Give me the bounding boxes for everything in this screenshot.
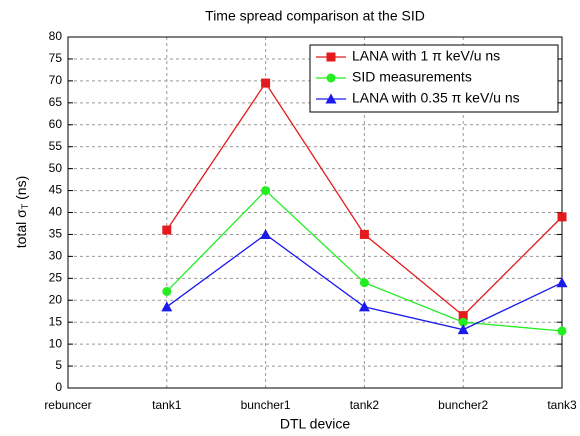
data-point: [261, 78, 271, 88]
data-point: [261, 186, 271, 196]
x-axis-label: DTL device: [280, 416, 351, 432]
y-tick-label: 10: [49, 336, 63, 350]
y-axis-label: total σT (ns): [13, 176, 31, 249]
y-tick-label: 50: [49, 161, 63, 175]
data-point: [162, 225, 172, 235]
x-tick-label: buncher1: [241, 398, 291, 412]
x-tick-label: tank2: [350, 398, 380, 412]
x-tick-label: rebuncer: [44, 398, 91, 412]
data-point: [161, 301, 173, 312]
data-point: [358, 301, 370, 312]
data-point: [359, 278, 369, 288]
data-point: [557, 326, 567, 336]
y-tick-label: 40: [49, 205, 63, 219]
x-tick-label: tank3: [547, 398, 577, 412]
legend-label: SID measurements: [352, 69, 472, 85]
y-tick-label: 45: [49, 183, 63, 197]
x-tick-label: tank1: [152, 398, 182, 412]
data-point: [556, 277, 568, 288]
legend-label: LANA with 1 π keV/u ns: [352, 48, 500, 64]
y-tick-label: 70: [49, 73, 63, 87]
legend-box: [309, 44, 559, 113]
data-point: [458, 317, 468, 327]
y-tick-label: 20: [49, 292, 63, 306]
legend-marker: [325, 93, 337, 104]
y-tick-label: 75: [49, 51, 63, 65]
y-axis-label-part: total σ: [13, 209, 29, 248]
y-tick-label: 30: [49, 249, 63, 263]
y-tick-label: 55: [49, 139, 63, 153]
data-point: [359, 229, 369, 239]
y-tick-label: 35: [49, 227, 63, 241]
y-tick-label: 5: [55, 358, 62, 372]
y-tick-label: 60: [49, 117, 63, 131]
data-point: [458, 311, 468, 321]
legend-marker: [326, 52, 336, 62]
y-tick-label: 0: [55, 380, 62, 394]
x-tick-label: buncher2: [438, 398, 488, 412]
chart-title: Time spread comparison at the SID: [205, 8, 425, 24]
data-point: [260, 228, 272, 239]
y-tick-label: 25: [49, 270, 63, 284]
legend-marker: [326, 73, 336, 83]
y-tick-label: 65: [49, 95, 63, 109]
data-point: [557, 212, 567, 222]
data-point: [457, 324, 469, 335]
y-tick-label: 80: [49, 29, 63, 43]
y-tick-label: 15: [49, 314, 63, 328]
data-point: [162, 286, 172, 296]
legend-label: LANA with 0.35 π keV/u ns: [352, 90, 520, 106]
y-axis-label-sub: T: [20, 203, 30, 209]
y-axis-label-part: (ns): [13, 176, 29, 204]
